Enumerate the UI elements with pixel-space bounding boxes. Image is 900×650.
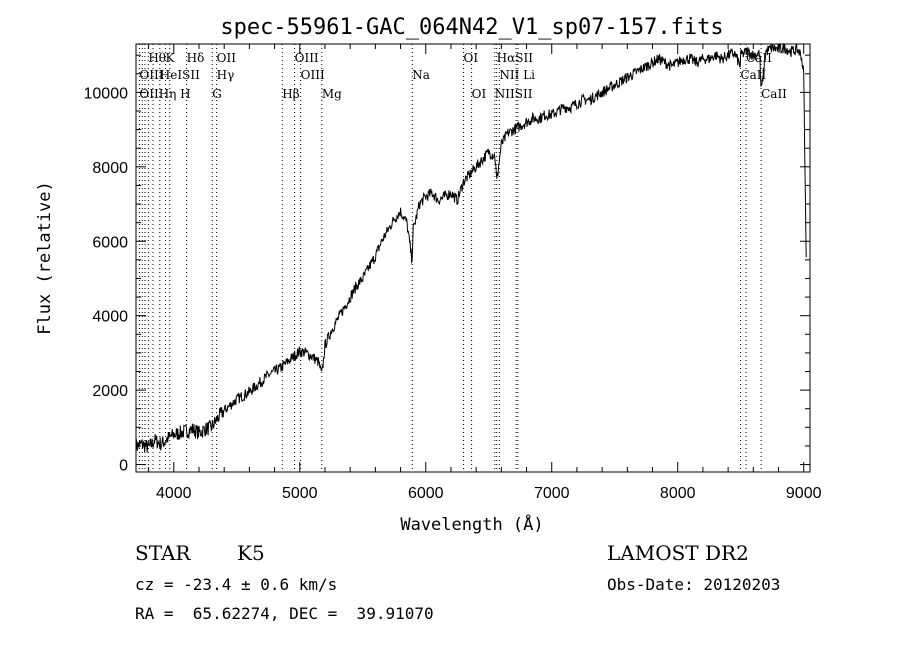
line-label: G [212, 87, 222, 101]
object-class: STAR [135, 541, 191, 565]
line-label: NIISII [495, 87, 533, 101]
line-label: K [165, 51, 175, 65]
line-label: Hβ [282, 87, 299, 101]
plot-frame [135, 43, 811, 473]
y-tick-label: 10000 [84, 85, 129, 102]
line-label: Na [412, 68, 430, 82]
coordinates-readout: RA = 65.62274, DEC = 39.91070 [135, 604, 434, 623]
x-tick-label: 5000 [282, 485, 318, 502]
line-label: OIII [301, 68, 325, 82]
spectrum-series-line [135, 42, 807, 454]
object-subclass: K5 [237, 541, 265, 565]
y-tick-label: 2000 [92, 383, 128, 400]
line-label: NII Li [499, 68, 535, 82]
x-tick-label: 4000 [156, 485, 192, 502]
emission-line-markers [138, 44, 762, 472]
chart-title: spec-55961-GAC_064N42_V1_sp07-157.fits [220, 15, 723, 40]
observation-date: Obs-Date: 20120203 [607, 575, 781, 594]
line-label: Hθ [148, 51, 166, 65]
line-label: HαSII [497, 51, 534, 65]
line-label: HeISII [160, 68, 200, 82]
y-tick-label: 0 [119, 458, 128, 475]
x-tick-label: 6000 [408, 485, 444, 502]
line-label: CaII [746, 51, 772, 65]
x-tick-label: 7000 [534, 485, 570, 502]
line-label: OIII [295, 51, 319, 65]
x-axis: 4000 5000 6000 7000 8000 9000 [148, 44, 822, 502]
x-tick-label: 9000 [786, 485, 822, 502]
y-axis: 0 2000 4000 6000 8000 10000 [84, 54, 810, 475]
line-label: OI [464, 51, 479, 65]
line-label: Hδ [187, 51, 205, 65]
line-label: CaII [761, 87, 787, 101]
line-label: CaII [740, 68, 766, 82]
y-axis-label: Flux (relative) [35, 181, 55, 335]
redshift-readout: cz = -23.4 ± 0.6 km/s [135, 575, 338, 594]
line-label: Mg [322, 87, 342, 101]
y-tick-label: 8000 [92, 160, 128, 177]
line-label: OII [217, 51, 237, 65]
line-label: OIII [139, 68, 163, 82]
x-tick-label: 8000 [660, 485, 696, 502]
x-axis-label: Wavelength (Å) [400, 513, 543, 535]
line-label: OIIHη H [139, 87, 190, 101]
line-label: Hγ [217, 68, 235, 82]
y-tick-label: 6000 [92, 234, 128, 251]
y-tick-label: 4000 [92, 309, 128, 326]
line-label: OI [472, 87, 487, 101]
survey-name: LAMOST DR2 [607, 541, 749, 565]
